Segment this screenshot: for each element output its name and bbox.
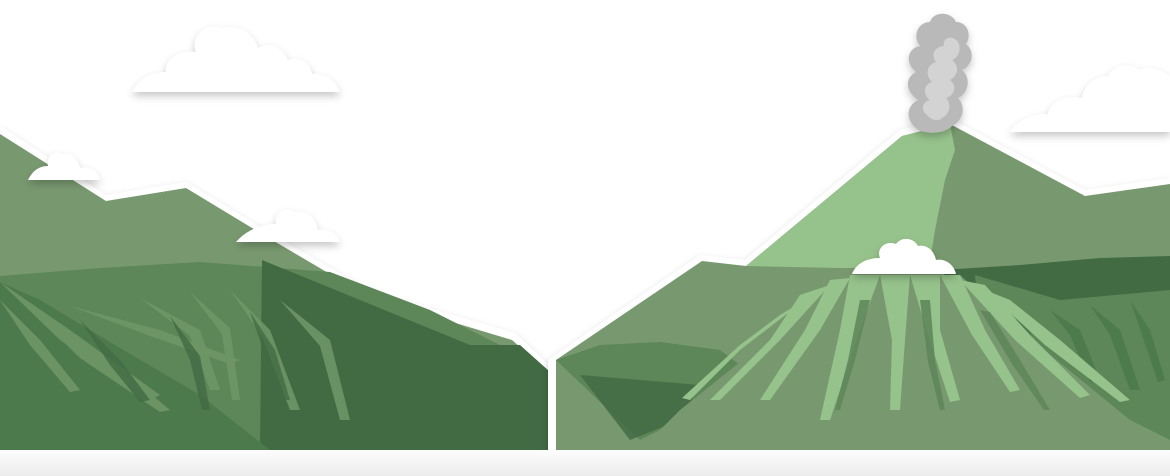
- ground-strip: [0, 450, 1170, 476]
- volcano-dark-streaks: [835, 300, 1050, 410]
- cloud-top-right: [1010, 65, 1170, 132]
- volcano-light-streaks: [682, 275, 1130, 420]
- cloud-top-left: [132, 26, 340, 93]
- cloud-volcano-slope: [852, 238, 956, 274]
- left-dark-streaks: [80, 312, 290, 410]
- left-mountain-dark-slope: [260, 260, 637, 450]
- volcano-smoke-plume: [907, 13, 972, 133]
- cloud-left-ridge-mid: [236, 209, 340, 242]
- volcano-front-slope: [640, 275, 1170, 450]
- cloud-left-ridge-top: [28, 152, 100, 180]
- volcano-cone: [746, 124, 955, 268]
